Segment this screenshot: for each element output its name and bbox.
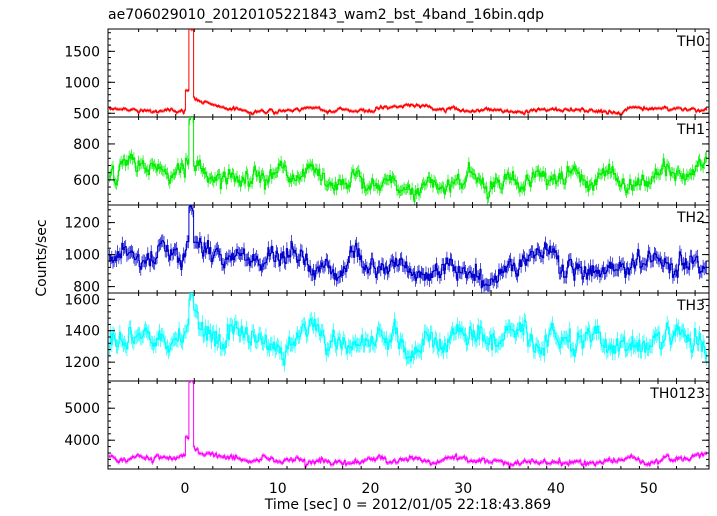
panel-label: TH0123 (649, 386, 705, 402)
y-tick-label: 600 (73, 173, 100, 189)
y-tick-label: 4000 (64, 433, 100, 449)
panel-label: TH1 (676, 122, 705, 138)
y-tick-label: 1000 (64, 75, 100, 91)
y-axis-label: Counts/sec (34, 219, 50, 296)
y-tick-label: 500 (73, 106, 100, 122)
panel-th3: 1200 1400 1600 TH3 (64, 292, 710, 382)
y-tick-label: 800 (73, 137, 100, 153)
series-errorbars (109, 293, 707, 372)
x-axis-label: Time [sec] 0 = 2012/01/05 22:18:43.869 (264, 497, 551, 513)
x-tick-label: 0 (181, 481, 190, 497)
x-tick-label: 30 (454, 481, 472, 497)
series-errorbars (109, 29, 707, 116)
series-line (108, 381, 708, 469)
panel-label: TH2 (676, 210, 705, 226)
series-line (108, 117, 708, 202)
y-tick-label: 1200 (64, 355, 100, 371)
series-errorbars (109, 117, 707, 205)
chart-title: ae706029010_20120105221843_wam2_bst_4ban… (108, 7, 544, 23)
series-line (108, 205, 708, 289)
x-tick-label: 50 (640, 481, 658, 497)
panel-frame (107, 380, 710, 470)
panel-th2: 800 1000 1200 TH2 (64, 204, 710, 296)
x-tick-label: 40 (547, 481, 565, 497)
y-tick-label: 5000 (64, 401, 100, 417)
series-line (108, 29, 708, 115)
x-axis: 0 10 20 30 40 50 (181, 481, 658, 497)
y-tick-label: 1500 (64, 44, 100, 60)
x-tick-label: 20 (362, 481, 380, 497)
y-tick-label: 1000 (64, 248, 100, 264)
y-tick-label: 1200 (64, 216, 100, 232)
series-errorbars (109, 381, 707, 469)
y-tick-label: 800 (73, 280, 100, 296)
panel-th1: 600 800 TH1 (73, 116, 710, 206)
y-tick-label: 1400 (64, 324, 100, 340)
panel-frame (107, 204, 710, 294)
panel-label: TH3 (676, 298, 705, 314)
panels-group: 500 1000 1500 TH0 600 800 TH1 800 1000 1200 TH2 120… (64, 28, 710, 470)
panel-label: TH0 (676, 34, 705, 50)
panel-th0123: 4000 5000 TH0123 (64, 380, 710, 470)
panel-frame (107, 292, 710, 382)
y-tick-label: 1600 (64, 292, 100, 308)
x-tick-label: 10 (269, 481, 287, 497)
panel-th0: 500 1000 1500 TH0 (64, 28, 710, 122)
series-line (108, 293, 708, 366)
